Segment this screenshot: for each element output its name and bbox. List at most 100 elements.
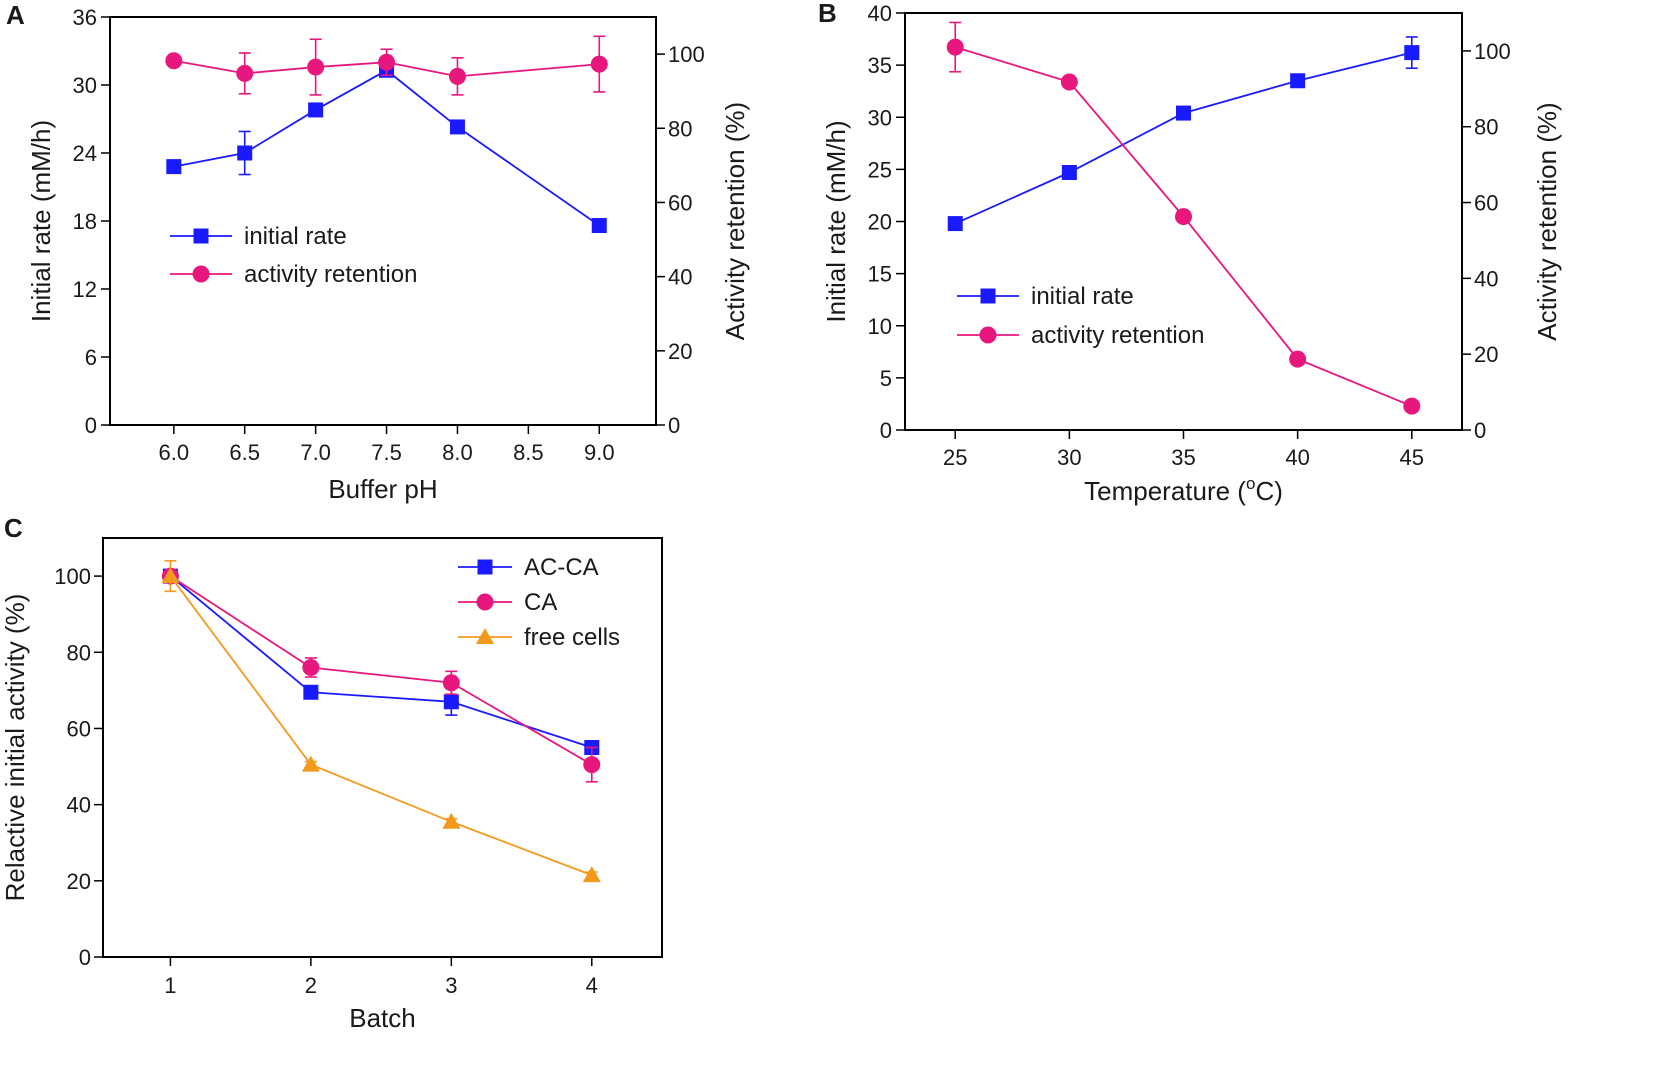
- data-point: [1061, 165, 1077, 181]
- legend-marker: [192, 265, 210, 283]
- y-tick-label: 20: [67, 869, 91, 894]
- x-axis-title: Temperature (oC): [1084, 474, 1283, 506]
- series-initial-rate: [166, 62, 607, 234]
- x-tick-label: 4: [586, 973, 598, 998]
- y-tick-label: 20: [868, 210, 892, 235]
- x-axis-title: Buffer pH: [328, 474, 437, 504]
- legend-marker: [979, 326, 997, 344]
- data-point: [442, 812, 461, 829]
- legend-entry: initial rate: [957, 283, 1134, 310]
- x-tick-label: 3: [445, 973, 457, 998]
- y-tick-label: 60: [67, 716, 91, 741]
- data-point: [449, 119, 465, 135]
- data-point: [590, 55, 608, 73]
- y2-tick-label: 60: [668, 190, 692, 215]
- data-point: [302, 659, 320, 677]
- y-axis-title: Relactive initial activity (%): [0, 594, 30, 902]
- data-point: [1403, 397, 1421, 415]
- y2-tick-label: 80: [668, 116, 692, 141]
- y2-tick-label: 20: [1474, 342, 1498, 367]
- x-tick-label: 9.0: [584, 440, 615, 465]
- data-point: [161, 567, 180, 584]
- series-line: [169, 575, 593, 876]
- y2-axis-title: Activity retention (%): [1532, 102, 1562, 340]
- series-free-cells: [161, 560, 601, 883]
- y-tick-label: 36: [73, 5, 97, 30]
- data-point: [301, 755, 320, 772]
- series-line: [169, 575, 593, 766]
- data-point: [443, 694, 459, 710]
- data-point: [591, 218, 607, 234]
- x-tick-label: 30: [1057, 445, 1081, 470]
- data-point: [1290, 73, 1306, 89]
- y-axis-title: Initial rate (mM/h): [821, 120, 851, 322]
- x-tick-label: 8.0: [442, 440, 473, 465]
- data-point: [307, 58, 325, 76]
- series-activity-retention: [946, 21, 1421, 415]
- panel-b: B 25 30 35 40 45 0 5 10 15 20 25 30 35 40 0 20 40 60 80 100 T…: [818, 0, 1562, 506]
- legend-label: activity retention: [1031, 322, 1204, 349]
- legend-entry: CA: [458, 589, 557, 616]
- x-tick-label: 35: [1171, 445, 1195, 470]
- y2-axis-title: Activity retention (%): [720, 102, 750, 340]
- legend-marker: [980, 288, 996, 304]
- data-point: [583, 756, 601, 774]
- data-point: [1176, 105, 1191, 121]
- legend-label: CA: [524, 589, 557, 616]
- y2-tick-label: 80: [1474, 115, 1498, 140]
- y-tick-label: 100: [54, 564, 91, 589]
- series-line: [954, 46, 1413, 407]
- x-axis-title-main: Temperature (: [1084, 476, 1246, 506]
- data-point: [1060, 73, 1078, 91]
- panel-letter: C: [4, 513, 23, 543]
- y-tick-label: 6: [85, 345, 97, 370]
- y-tick-label: 35: [868, 53, 892, 78]
- x-tick-label: 6.0: [159, 440, 190, 465]
- x-tick-label: 6.5: [229, 440, 260, 465]
- data-point: [303, 684, 319, 700]
- panel-a: A 6.0 6.5 7.0 7.5 8.0 8.5 9.0 0 6 12 18 24 30 36 0 20 40 6…: [6, 0, 750, 504]
- legend-marker: [476, 628, 494, 644]
- data-point: [448, 67, 466, 85]
- data-point: [1175, 208, 1192, 226]
- series-line: [173, 59, 600, 78]
- x-tick-label: 40: [1285, 445, 1309, 470]
- y-tick-label: 25: [868, 157, 892, 182]
- data-point: [442, 674, 460, 692]
- y-tick-label: 30: [73, 73, 97, 98]
- x-tick-label: 8.5: [513, 440, 544, 465]
- data-point: [378, 53, 396, 71]
- y-tick-label: 24: [73, 141, 97, 166]
- data-point: [946, 38, 964, 56]
- x-tick-label: 45: [1400, 445, 1424, 470]
- y2-tick-label: 0: [668, 413, 680, 438]
- y2-tick-label: 20: [668, 339, 692, 364]
- y-tick-label: 0: [79, 945, 91, 970]
- data-point: [236, 64, 254, 82]
- series-initial-rate: [947, 36, 1420, 232]
- legend-entry: free cells: [458, 624, 620, 651]
- data-point: [582, 866, 601, 883]
- plot-frame: [109, 16, 657, 426]
- data-point: [1289, 350, 1307, 368]
- panel-letter: A: [6, 0, 25, 30]
- legend-marker: [476, 593, 494, 611]
- legend-marker: [477, 559, 493, 575]
- y2-tick-label: 0: [1474, 418, 1486, 443]
- y2-tick-label: 40: [1474, 266, 1498, 291]
- data-point: [947, 216, 963, 232]
- y-tick-label: 15: [868, 262, 892, 287]
- x-tick-label: 7.0: [300, 440, 331, 465]
- y-tick-label: 80: [67, 640, 91, 665]
- data-point: [237, 145, 253, 161]
- x-axis-title-sup: o: [1246, 474, 1255, 493]
- legend-label: initial rate: [1031, 283, 1134, 310]
- x-tick-label: 2: [305, 973, 317, 998]
- data-point: [308, 102, 324, 118]
- legend-label: AC-CA: [524, 554, 599, 581]
- y-tick-label: 30: [868, 105, 892, 130]
- y-tick-label: 12: [73, 277, 97, 302]
- legend-label: free cells: [524, 624, 620, 651]
